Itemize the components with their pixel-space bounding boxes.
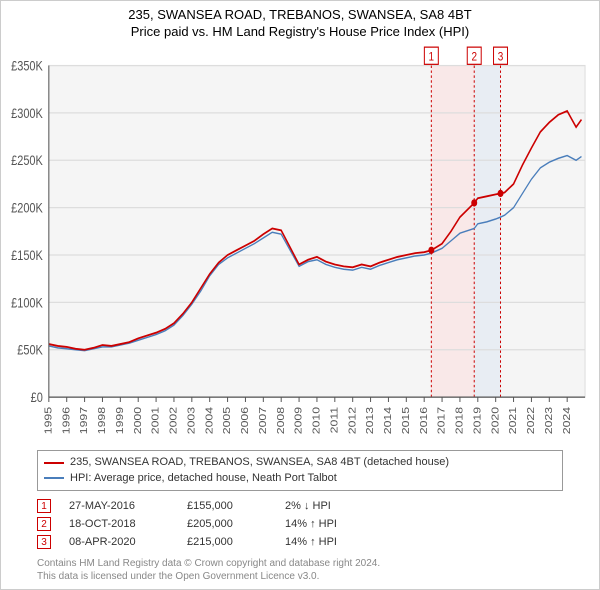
svg-text:1: 1 xyxy=(429,51,435,64)
svg-text:£200K: £200K xyxy=(11,200,43,215)
svg-text:2024: 2024 xyxy=(562,407,573,434)
svg-text:2000: 2000 xyxy=(133,407,144,434)
svg-text:2014: 2014 xyxy=(383,407,394,434)
transactions-table: 1 27-MAY-2016 £155,000 2% ↓ HPI 2 18-OCT… xyxy=(37,497,563,551)
footer: Contains HM Land Registry data © Crown c… xyxy=(37,557,563,583)
legend-item-hpi: HPI: Average price, detached house, Neat… xyxy=(44,471,556,486)
legend-label: HPI: Average price, detached house, Neat… xyxy=(70,471,337,486)
svg-text:2003: 2003 xyxy=(186,407,197,434)
svg-text:2007: 2007 xyxy=(258,407,269,434)
tx-marker: 1 xyxy=(37,499,51,513)
svg-text:2013: 2013 xyxy=(365,407,376,434)
chart-container: 235, SWANSEA ROAD, TREBANOS, SWANSEA, SA… xyxy=(0,0,600,590)
tx-marker: 3 xyxy=(37,535,51,549)
tx-marker: 2 xyxy=(37,517,51,531)
svg-text:1999: 1999 xyxy=(115,407,126,434)
transaction-row: 3 08-APR-2020 £215,000 14% ↑ HPI xyxy=(37,533,563,551)
svg-text:2002: 2002 xyxy=(169,407,180,434)
svg-text:1995: 1995 xyxy=(43,407,54,434)
svg-text:£100K: £100K xyxy=(11,295,43,310)
legend-item-property: 235, SWANSEA ROAD, TREBANOS, SWANSEA, SA… xyxy=(44,455,556,470)
tx-price: £215,000 xyxy=(187,536,267,548)
footer-line: Contains HM Land Registry data © Crown c… xyxy=(37,557,563,570)
svg-text:2001: 2001 xyxy=(151,407,162,434)
tx-hpi: 14% ↑ HPI xyxy=(285,518,385,530)
svg-text:£350K: £350K xyxy=(11,58,43,73)
svg-text:£0: £0 xyxy=(31,390,43,405)
transaction-row: 1 27-MAY-2016 £155,000 2% ↓ HPI xyxy=(37,497,563,515)
svg-text:2004: 2004 xyxy=(204,407,215,434)
svg-text:2019: 2019 xyxy=(472,407,483,434)
svg-text:2017: 2017 xyxy=(437,407,448,434)
svg-text:2008: 2008 xyxy=(276,407,287,434)
tx-price: £205,000 xyxy=(187,518,267,530)
title-sub: Price paid vs. HM Land Registry's House … xyxy=(9,24,591,39)
tx-hpi: 2% ↓ HPI xyxy=(285,500,385,512)
tx-date: 27-MAY-2016 xyxy=(69,500,169,512)
svg-text:£50K: £50K xyxy=(17,343,43,358)
svg-text:1997: 1997 xyxy=(79,407,90,434)
title-main: 235, SWANSEA ROAD, TREBANOS, SWANSEA, SA… xyxy=(9,7,591,22)
svg-text:2022: 2022 xyxy=(526,407,537,434)
tx-price: £155,000 xyxy=(187,500,267,512)
svg-text:2005: 2005 xyxy=(222,407,233,434)
svg-text:2015: 2015 xyxy=(401,407,412,434)
svg-text:£300K: £300K xyxy=(11,106,43,121)
tx-date: 08-APR-2020 xyxy=(69,536,169,548)
legend-swatch xyxy=(44,477,64,479)
svg-text:2012: 2012 xyxy=(347,407,358,434)
transaction-row: 2 18-OCT-2018 £205,000 14% ↑ HPI xyxy=(37,515,563,533)
legend: 235, SWANSEA ROAD, TREBANOS, SWANSEA, SA… xyxy=(37,450,563,491)
legend-label: 235, SWANSEA ROAD, TREBANOS, SWANSEA, SA… xyxy=(70,455,449,470)
chart-area: £0 £50K £100K £150K £200K £250K £300K £350K 1995… xyxy=(1,41,599,446)
footer-line: This data is licensed under the Open Gov… xyxy=(37,570,563,583)
svg-text:2020: 2020 xyxy=(490,407,501,434)
svg-text:2011: 2011 xyxy=(329,407,340,433)
tx-date: 18-OCT-2018 xyxy=(69,518,169,530)
svg-text:1998: 1998 xyxy=(97,407,108,434)
svg-text:3: 3 xyxy=(498,51,504,64)
svg-text:2023: 2023 xyxy=(544,407,555,434)
svg-text:£250K: £250K xyxy=(11,153,43,168)
svg-text:1996: 1996 xyxy=(61,407,72,434)
svg-text:2010: 2010 xyxy=(312,407,323,434)
titles: 235, SWANSEA ROAD, TREBANOS, SWANSEA, SA… xyxy=(1,1,599,41)
tx-hpi: 14% ↑ HPI xyxy=(285,536,385,548)
svg-text:2006: 2006 xyxy=(240,407,251,434)
svg-text:2: 2 xyxy=(471,51,477,64)
svg-text:2018: 2018 xyxy=(455,407,466,434)
svg-text:2021: 2021 xyxy=(508,407,519,434)
legend-swatch xyxy=(44,462,64,464)
svg-text:2016: 2016 xyxy=(419,407,430,434)
svg-text:2009: 2009 xyxy=(294,407,305,434)
svg-text:£150K: £150K xyxy=(11,248,43,263)
